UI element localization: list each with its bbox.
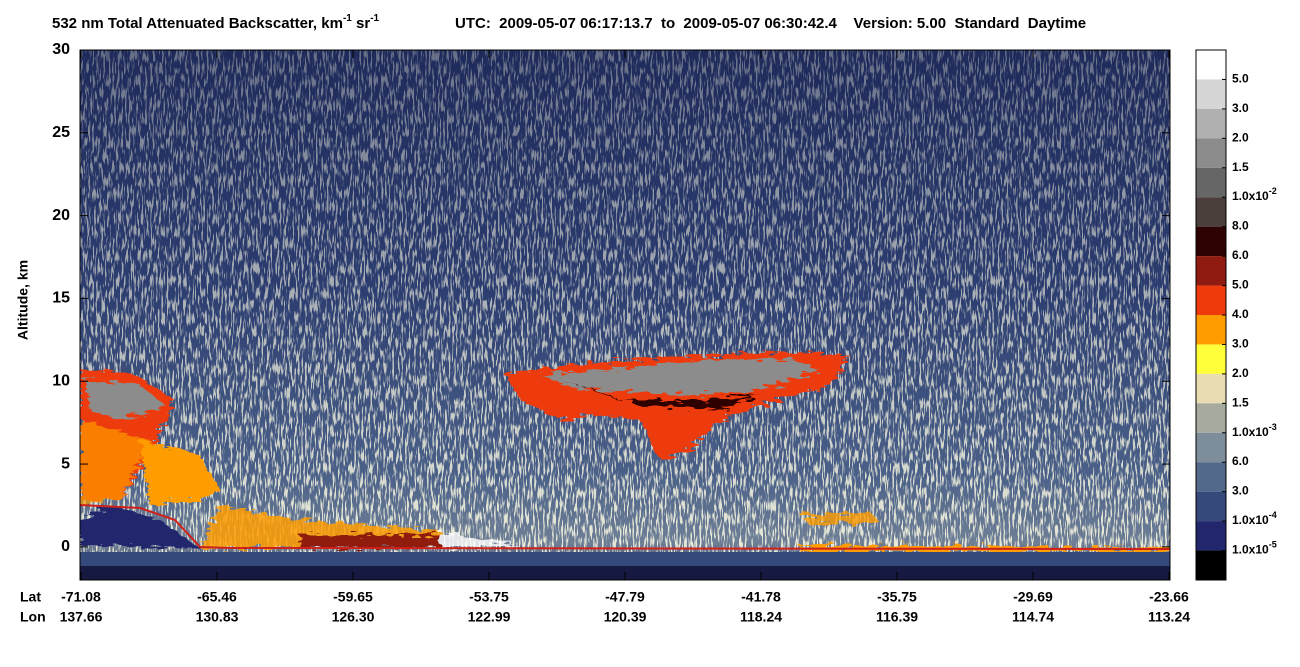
colorbar-label-text: 2.0 bbox=[1232, 366, 1249, 380]
colorbar-label-text: 6.0 bbox=[1232, 248, 1249, 262]
y-tick-label: 15 bbox=[52, 290, 70, 307]
colorbar-label-text: 1.0x10 bbox=[1232, 425, 1269, 439]
colorbar-label: 4.0 bbox=[1232, 307, 1249, 321]
colorbar-label-exponent: -2 bbox=[1269, 187, 1277, 197]
lon-label: 114.74 bbox=[1012, 609, 1054, 625]
y-tick-label: 10 bbox=[52, 372, 70, 389]
chart-subtitle: UTC: 2009-05-07 06:17:13.7 to 2009-05-07… bbox=[455, 15, 1086, 32]
lon-label: 137.66 bbox=[60, 609, 103, 625]
colorbar-label: 6.0 bbox=[1232, 454, 1249, 468]
colorbar-label: 5.0 bbox=[1232, 278, 1249, 292]
lat-label: -35.75 bbox=[877, 589, 917, 605]
y-tick-label: 25 bbox=[52, 124, 70, 141]
colorbar-label: 3.0 bbox=[1232, 484, 1249, 498]
lon-label: 116.39 bbox=[876, 609, 918, 625]
lat-label: -59.65 bbox=[333, 589, 373, 605]
x-row-label: Lat bbox=[20, 589, 41, 605]
colorbar-label: 1.0x10-5 bbox=[1232, 540, 1277, 557]
colorbar-label-text: 1.0x10 bbox=[1232, 513, 1269, 527]
colorbar-label-text: 3.0 bbox=[1232, 101, 1249, 115]
title-exponent: -1 bbox=[370, 13, 379, 24]
colorbar-swatch bbox=[1196, 550, 1226, 580]
backscatter-image bbox=[80, 50, 1170, 580]
colorbar-label-text: 8.0 bbox=[1232, 219, 1249, 233]
colorbar-label: 1.0x10-2 bbox=[1232, 187, 1277, 204]
colorbar-label-text: 3.0 bbox=[1232, 337, 1249, 351]
colorbar-swatch bbox=[1196, 79, 1226, 109]
lon-label: 126.30 bbox=[332, 609, 375, 625]
colorbar-label-text: 1.5 bbox=[1232, 160, 1249, 174]
title-text: sr bbox=[352, 15, 371, 32]
colorbar-swatch bbox=[1196, 373, 1226, 404]
x-row-label: Lon bbox=[20, 609, 46, 625]
title-text: 532 nm Total Attenuated Backscatter, km bbox=[52, 15, 343, 32]
colorbar-swatch bbox=[1196, 138, 1226, 168]
colorbar-label: 5.0 bbox=[1232, 72, 1249, 86]
y-tick-label: 0 bbox=[61, 538, 70, 555]
colorbar-swatch bbox=[1196, 462, 1226, 492]
colorbar-label: 2.0 bbox=[1232, 366, 1249, 380]
colorbar-label-text: 5.0 bbox=[1232, 72, 1249, 86]
colorbar: 5.03.02.01.51.0x10-28.06.05.04.03.02.01.… bbox=[1195, 49, 1277, 581]
colorbar-label-text: 5.0 bbox=[1232, 278, 1249, 292]
colorbar-label-exponent: -4 bbox=[1269, 510, 1277, 520]
colorbar-swatch bbox=[1196, 491, 1226, 522]
colorbar-label: 1.0x10-4 bbox=[1232, 510, 1277, 527]
colorbar-swatch bbox=[1196, 256, 1226, 286]
colorbar-label-text: 1.5 bbox=[1232, 396, 1249, 410]
surface-elevation bbox=[80, 504, 1170, 550]
lon-label: 130.83 bbox=[196, 609, 239, 625]
colorbar-swatch bbox=[1196, 108, 1226, 139]
colorbar-label-text: 6.0 bbox=[1232, 454, 1249, 468]
colorbar-label: 3.0 bbox=[1232, 101, 1249, 115]
title-exponent: -1 bbox=[343, 13, 352, 24]
colorbar-label-text: 1.0x10 bbox=[1232, 543, 1269, 557]
lat-label: -47.79 bbox=[605, 589, 645, 605]
colorbar-label-text: 3.0 bbox=[1232, 484, 1249, 498]
y-tick-label: 20 bbox=[52, 207, 70, 224]
colorbar-swatch bbox=[1196, 197, 1226, 227]
colorbar-label-exponent: -5 bbox=[1269, 540, 1277, 550]
colorbar-swatch bbox=[1196, 285, 1226, 315]
colorbar-swatch bbox=[1196, 315, 1226, 345]
lat-label: -29.69 bbox=[1013, 589, 1053, 605]
colorbar-label: 2.0 bbox=[1232, 131, 1249, 145]
lat-label: -65.46 bbox=[197, 589, 237, 605]
lon-label: 122.99 bbox=[468, 609, 511, 625]
chart-title: 532 nm Total Attenuated Backscatter, km-… bbox=[52, 13, 380, 32]
y-tick-label: 30 bbox=[52, 41, 70, 58]
colorbar-swatch bbox=[1196, 167, 1226, 198]
colorbar-swatch bbox=[1196, 521, 1226, 551]
colorbar-swatch bbox=[1196, 344, 1226, 374]
y-tick-label: 5 bbox=[61, 455, 70, 472]
image-noise bbox=[80, 50, 1170, 580]
colorbar-label: 1.0x10-3 bbox=[1232, 422, 1277, 439]
colorbar-label-text: 1.0x10 bbox=[1232, 189, 1269, 203]
colorbar-swatch bbox=[1196, 432, 1226, 463]
y-axis-label: Altitude, km bbox=[15, 260, 31, 340]
colorbar-swatch bbox=[1196, 403, 1226, 433]
lat-label: -71.08 bbox=[61, 589, 101, 605]
colorbar-swatch bbox=[1196, 50, 1226, 80]
cloud-features bbox=[80, 352, 1170, 552]
lon-label: 118.24 bbox=[740, 609, 782, 625]
lon-label: 120.39 bbox=[604, 609, 647, 625]
colorbar-label: 8.0 bbox=[1232, 219, 1249, 233]
lon-label: 113.24 bbox=[1148, 609, 1190, 625]
colorbar-label-text: 2.0 bbox=[1232, 131, 1249, 145]
colorbar-label-exponent: -3 bbox=[1269, 422, 1277, 432]
lat-label: -53.75 bbox=[469, 589, 509, 605]
colorbar-label-text: 4.0 bbox=[1232, 307, 1249, 321]
colorbar-label: 6.0 bbox=[1232, 248, 1249, 262]
lat-label: -41.78 bbox=[741, 589, 781, 605]
colorbar-label: 1.5 bbox=[1232, 396, 1249, 410]
colorbar-label: 3.0 bbox=[1232, 337, 1249, 351]
colorbar-swatch bbox=[1196, 226, 1226, 257]
lat-label: -23.66 bbox=[1149, 589, 1189, 605]
colorbar-label: 1.5 bbox=[1232, 160, 1249, 174]
